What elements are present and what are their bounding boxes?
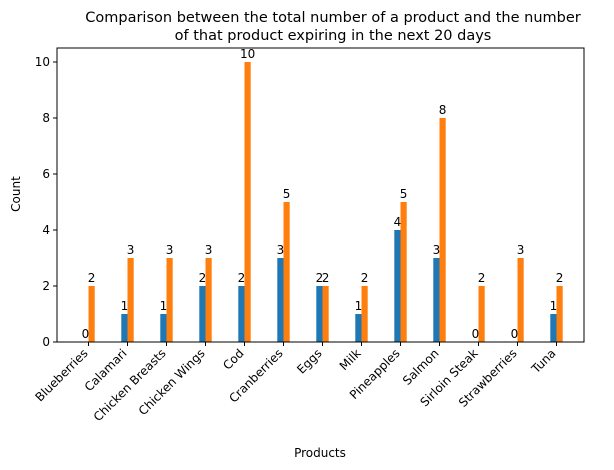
data-label: 3	[127, 243, 135, 257]
bar-total	[205, 258, 212, 342]
bar-total	[166, 258, 173, 342]
y-tick-label: 8	[42, 111, 50, 125]
bar-expiring	[316, 286, 323, 342]
x-tick-label: Cod	[220, 346, 246, 372]
bar-expiring	[121, 314, 128, 342]
y-tick-label: 6	[42, 167, 50, 181]
data-label: 2	[322, 271, 330, 285]
data-label: 1	[121, 299, 129, 313]
bar-total	[244, 62, 251, 342]
data-label: 5	[400, 187, 408, 201]
bar-total	[127, 258, 134, 342]
x-tick-label: Tuna	[528, 346, 558, 376]
bar-expiring	[160, 314, 167, 342]
data-label: 2	[238, 271, 246, 285]
data-label: 2	[199, 271, 207, 285]
y-tick-label: 4	[42, 223, 50, 237]
bar-total	[88, 286, 95, 342]
bar-total	[556, 286, 563, 342]
y-axis-label: Count	[9, 176, 23, 212]
data-label: 3	[517, 243, 525, 257]
bar-total	[361, 286, 368, 342]
bar-expiring	[550, 314, 557, 342]
x-tick-label: Chicken Wings	[136, 346, 208, 418]
data-label: 3	[166, 243, 174, 257]
bar-total	[322, 286, 329, 342]
data-label: 3	[433, 243, 441, 257]
x-tick-label: Chicken Breasts	[91, 346, 169, 424]
data-label: 5	[283, 187, 291, 201]
chart-title-line-2: of that product expiring in the next 20 …	[175, 28, 492, 44]
bar-total	[439, 118, 446, 342]
x-axis-label: Products	[294, 446, 346, 460]
y-tick-label: 2	[42, 279, 50, 293]
data-label: 4	[394, 215, 402, 229]
data-label: 8	[439, 103, 447, 117]
data-label: 0	[511, 327, 519, 341]
bar-expiring	[394, 230, 401, 342]
bar-expiring	[277, 258, 284, 342]
y-tick-label: 10	[35, 55, 50, 69]
y-tick-label: 0	[42, 335, 50, 349]
data-label: 3	[277, 243, 285, 257]
bar-total	[517, 258, 524, 342]
bar-total	[283, 202, 290, 342]
chart-title-line-1: Comparison between the total number of a…	[85, 10, 580, 26]
data-label: 2	[88, 271, 96, 285]
data-label: 0	[82, 327, 90, 341]
bar-expiring	[433, 258, 440, 342]
data-label: 3	[205, 243, 213, 257]
data-label: 10	[240, 47, 255, 61]
data-label: 1	[355, 299, 363, 313]
x-tick-label: Blueberries	[33, 346, 91, 404]
data-label: 2	[478, 271, 486, 285]
bar-expiring	[238, 286, 245, 342]
data-label: 2	[361, 271, 369, 285]
x-tick-label: Milk	[337, 346, 364, 373]
bar-expiring	[355, 314, 362, 342]
data-label: 0	[472, 327, 480, 341]
bar-expiring	[199, 286, 206, 342]
bar-total	[478, 286, 485, 342]
plot-frame	[56, 47, 585, 343]
data-label: 2	[316, 271, 324, 285]
x-tick-label: Eggs	[294, 346, 324, 376]
bar-total	[400, 202, 407, 342]
data-label: 1	[160, 299, 168, 313]
data-label: 1	[550, 299, 558, 313]
data-label: 2	[556, 271, 564, 285]
